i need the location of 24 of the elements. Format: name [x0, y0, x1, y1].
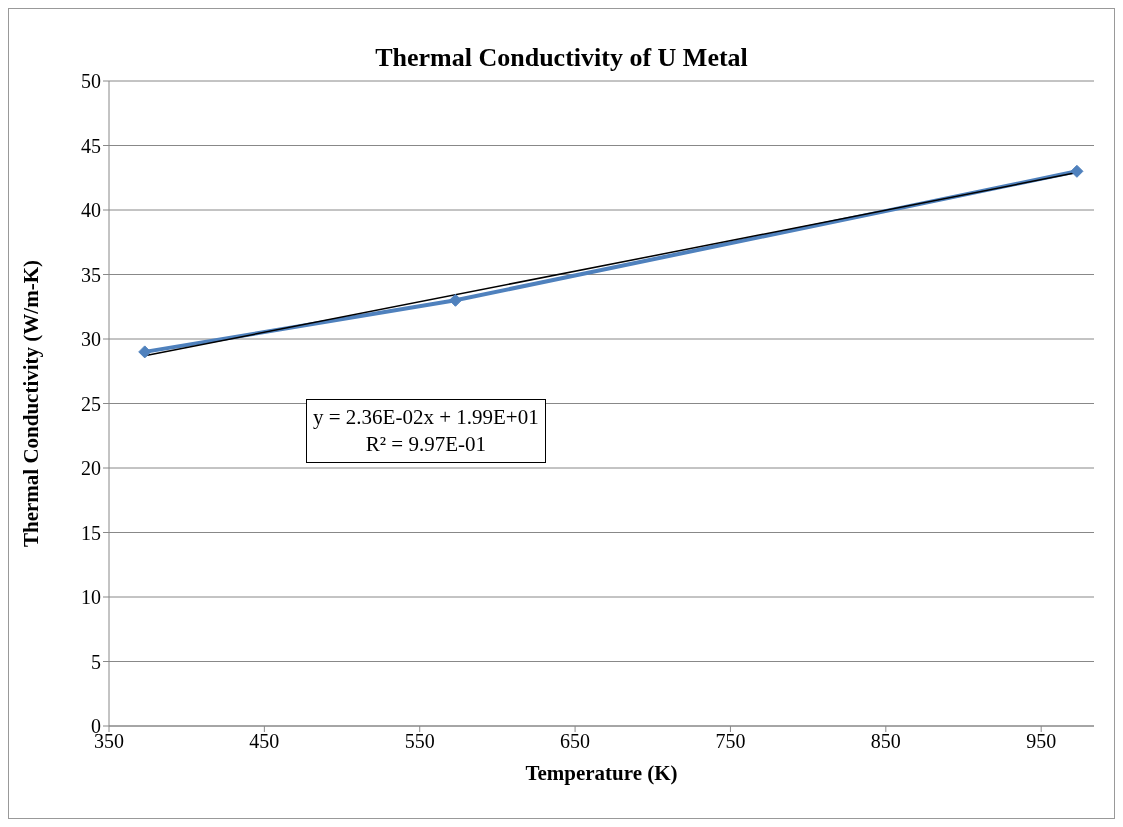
x-tick-label: 650 — [560, 730, 591, 753]
y-tick-label: 20 — [81, 457, 101, 480]
y-tick-label: 45 — [81, 134, 101, 157]
chart-title: Thermal Conductivity of U Metal — [375, 43, 748, 72]
y-tick-label: 15 — [81, 521, 101, 544]
y-tick-label: 50 — [81, 70, 101, 93]
x-tick-label: 550 — [404, 730, 435, 753]
y-tick-label: 40 — [81, 199, 101, 222]
x-tick-label: 750 — [715, 730, 746, 753]
y-axis-title: Thermal Conductivity (W/m-K) — [19, 260, 44, 547]
y-tick-label: 5 — [91, 650, 101, 673]
x-axis-title: Temperature (K) — [525, 761, 678, 785]
y-tick-label: 35 — [81, 263, 101, 286]
point — [448, 293, 462, 307]
y-tick-label: 10 — [81, 586, 101, 609]
annotation: y = 2.36E-02x + 1.99E+01 — [313, 404, 539, 431]
x-tick-label: 450 — [249, 730, 280, 753]
y-tick-label: 30 — [81, 328, 101, 351]
point — [138, 345, 152, 359]
point — [1070, 164, 1084, 178]
x-tick-label: 950 — [1026, 730, 1057, 753]
annotation: R² = 9.97E-01 — [364, 431, 487, 458]
y-tick-label: 25 — [81, 392, 101, 415]
x-tick-label: 850 — [870, 730, 901, 753]
